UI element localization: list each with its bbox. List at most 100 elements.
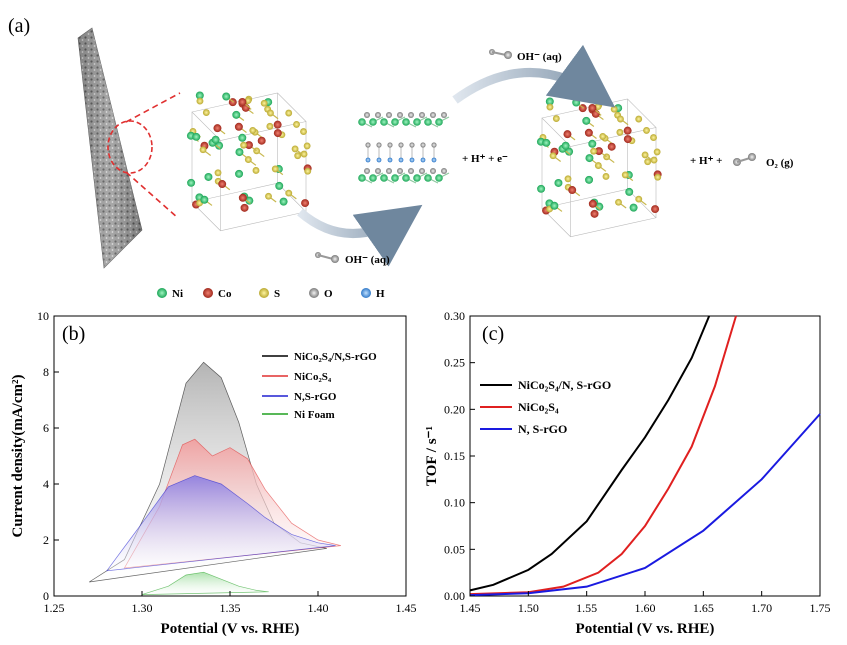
layer-o-atom — [364, 168, 370, 174]
chart-b-area-nsrgo — [106, 475, 336, 572]
crystal-atom — [244, 97, 252, 105]
layer-ni-atom — [413, 174, 421, 182]
crystal-atom — [607, 142, 616, 151]
layer-o-atom — [375, 112, 381, 118]
chart-c-ytick-label: 0.25 — [444, 356, 465, 370]
layer-oh-atom — [365, 142, 371, 148]
crystal-atom — [594, 147, 603, 156]
crystal-atom — [234, 122, 243, 131]
layer-ni-atom — [380, 118, 388, 126]
chart-c-xtick-label: 1.45 — [460, 601, 481, 615]
crystal-atom — [561, 141, 570, 150]
step1-products: + H⁺ + e⁻ — [462, 153, 508, 165]
layer-h-atom — [398, 157, 404, 163]
crystal-atom — [552, 115, 560, 122]
chart-c-plot-frame — [469, 315, 821, 597]
chart-c-ytick-label: 0.20 — [444, 402, 465, 416]
crystal-atom — [304, 167, 312, 175]
crystal-atom — [584, 128, 593, 137]
layer-o-atom — [397, 112, 403, 118]
chart-c-ytick-label: 0.10 — [444, 496, 465, 510]
atom-legend: Ni Co S O H — [157, 288, 385, 300]
chart-c-xtick-label: 1.70 — [751, 601, 772, 615]
chart-c-line-nico2s4 — [469, 315, 737, 596]
crystal-atom — [192, 132, 201, 141]
layer-o-atom — [397, 168, 403, 174]
layer-o-atom — [386, 112, 392, 118]
svg-text:S: S — [274, 288, 280, 300]
chart-c-line-nsrgo — [469, 413, 821, 597]
crystal-atom — [285, 189, 293, 197]
legend-ni: Ni — [157, 288, 183, 300]
chart-c-xtick-label: 1.60 — [635, 601, 656, 615]
layer-h-atom — [365, 157, 371, 163]
crystal-atom — [204, 172, 213, 181]
chart-c-xlabel: Potential (V vs. RHE) — [576, 621, 715, 637]
chart-b-axes: 1.25 1.30 1.35 1.40 1.45 0 2 4 6 8 10 — [37, 309, 417, 615]
svg-text:H: H — [376, 288, 385, 300]
reaction-arrow-top — [452, 44, 616, 108]
chart-b-ytick-label: 8 — [43, 365, 49, 379]
svg-text:Ni: Ni — [172, 288, 183, 300]
crystal-atom — [238, 133, 247, 142]
crystal-atom — [271, 165, 279, 173]
crystal-atom — [550, 201, 559, 210]
layer-o-atom — [419, 168, 425, 174]
crystal-atom — [585, 175, 594, 184]
crystal-atom — [195, 91, 204, 100]
chart-c: 1.45 1.50 1.55 1.60 1.65 1.70 1.75 0.00 0.05 0.10… — [424, 309, 831, 637]
crystal-atom — [653, 148, 661, 156]
chart-b-xtick-label: 1.35 — [220, 601, 241, 615]
crystal-atom — [650, 134, 657, 142]
oxygen-molecule — [733, 153, 756, 166]
crystal-atom — [213, 124, 222, 133]
crystal-atom — [644, 158, 652, 166]
zoom-line-top — [125, 92, 181, 123]
crystal-atom — [300, 128, 307, 136]
crystal-atom — [265, 192, 272, 200]
crystal-atom — [565, 147, 574, 156]
layer-h-atom — [420, 157, 426, 163]
crystal-atom — [240, 203, 249, 212]
crystal-atom — [617, 115, 624, 123]
crystal-atom — [285, 109, 293, 117]
crystal-atom — [279, 197, 288, 206]
crystal-atom — [615, 198, 622, 206]
chart-b-legend-label-3: N,S-rGO — [294, 391, 337, 403]
chart-b: 1.25 1.30 1.35 1.40 1.45 0 2 4 6 8 10 (b) Potentia… — [10, 309, 417, 637]
layer-oh-atom — [431, 142, 437, 148]
chart-b-legend-label-1: NiCo₂S₄/N,S-rGO — [294, 351, 377, 363]
crystal-atom — [564, 175, 572, 183]
crystal-atom — [200, 195, 209, 204]
crystal-atom — [232, 110, 241, 119]
legend-s: S — [259, 288, 280, 300]
legend-h: H — [361, 288, 385, 300]
crystal-atom — [235, 169, 244, 178]
crystal-atom — [252, 167, 260, 174]
chart-b-ylabel: Current density(mA/cm²) — [10, 375, 26, 538]
crystal-atom — [635, 195, 643, 203]
crystal-atom — [590, 209, 599, 218]
layer-ni-atom — [358, 174, 366, 182]
chart-b-xtick-label: 1.25 — [44, 601, 65, 615]
chart-c-xtick-label: 1.75 — [810, 601, 831, 615]
crystal-atom — [187, 178, 196, 187]
chart-b-xtick-label: 1.45 — [396, 601, 417, 615]
chart-c-xtick-label: 1.65 — [693, 601, 714, 615]
crystal-atom — [218, 180, 227, 189]
chart-c-legend-label-1: NiCo₂S₄/N, S-rGO — [518, 378, 611, 392]
layer-o-atom — [408, 112, 414, 118]
oh-label-bottom: OH⁻ (aq) — [345, 254, 390, 266]
chart-b-panel-label: (b) — [62, 323, 85, 345]
reaction-arrow-bottom — [297, 204, 423, 267]
nickel-foam-highlight — [78, 28, 142, 268]
chart-b-ytick-label: 6 — [43, 421, 49, 435]
crystal-atoms — [536, 97, 662, 218]
layer-ni-atom — [413, 118, 421, 126]
crystal-atom — [554, 178, 563, 187]
layer-o-atom — [364, 112, 370, 118]
layer-ni-atom — [435, 118, 443, 126]
crystal-atom — [235, 148, 244, 157]
layer-h-atom — [376, 157, 382, 163]
step2-products: + H⁺ + — [690, 155, 722, 167]
